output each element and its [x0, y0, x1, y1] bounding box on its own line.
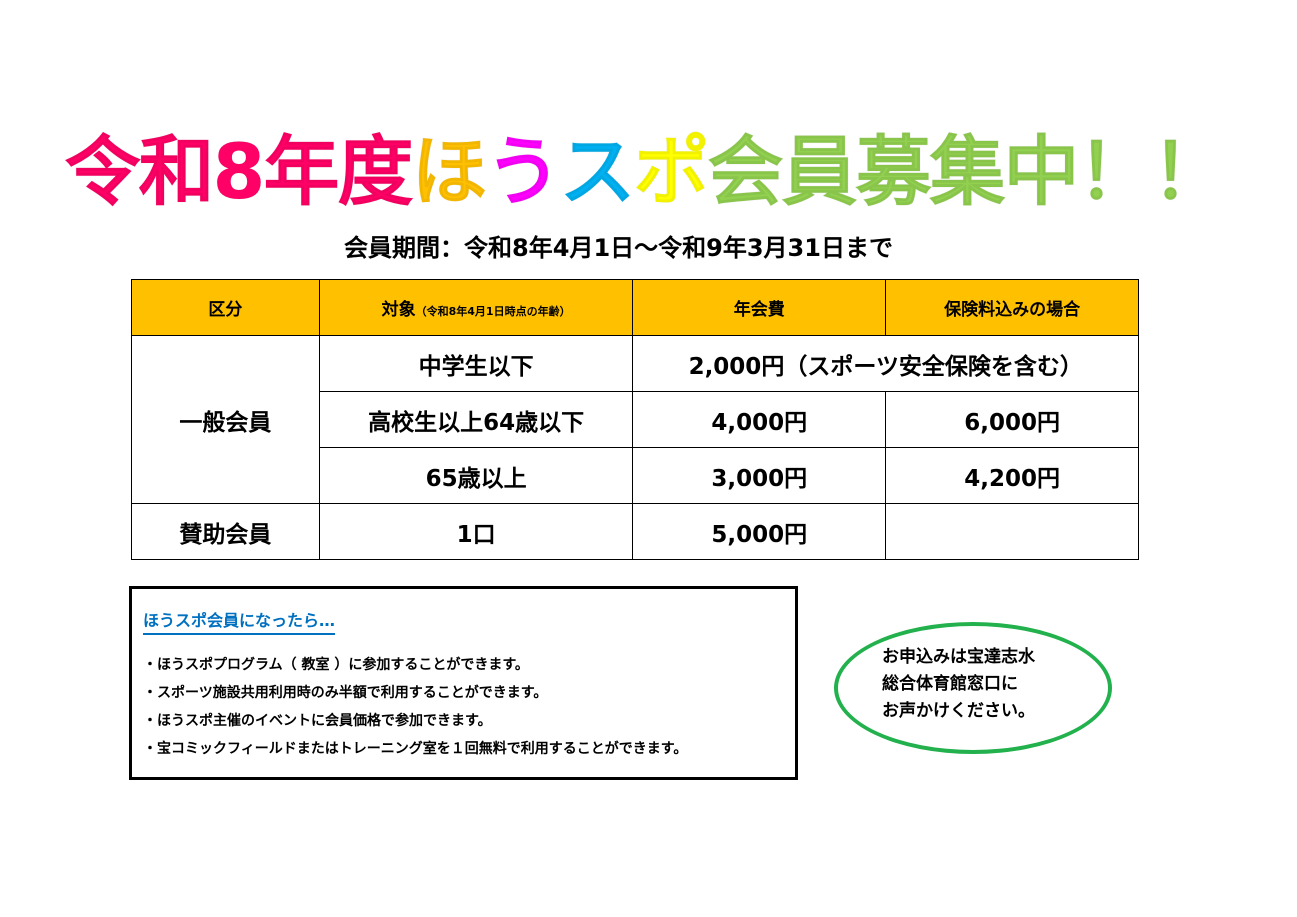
table-row: 賛助会員 1口 5,000円 [131, 503, 1139, 560]
fee-cell: 5,000円 [632, 503, 887, 560]
membership-period: 会員期間：令和8年4月1日～令和9年3月31日まで [344, 234, 893, 262]
application-line: お申込みは宝達志水 [882, 647, 1035, 667]
insured-cell: 6,000円 [885, 391, 1139, 448]
insured-cell [885, 503, 1139, 560]
title-part: う [485, 127, 562, 217]
page-title: 令和8年度ほうスポ会員募集中！！ [64, 118, 1228, 217]
header-category: 区分 [131, 279, 320, 336]
title-part: 令和8年度 [64, 127, 414, 217]
header-target-note: （令和8年4月1日時点の年齢） [415, 305, 571, 318]
benefits-box: ほうスポ会員になったら… ・ほうスポプログラム（ 教室 ）に参加することができま… [129, 586, 798, 780]
table-row: 一般会員 中学生以下 2,000円（スポーツ安全保険を含む） [131, 335, 1139, 504]
application-line: 総合体育館窓口に [882, 674, 1018, 694]
target-cell: 高校生以上64歳以下 [318, 391, 634, 448]
benefits-heading: ほうスポ会員になったら… [143, 607, 336, 635]
table-row: 高校生以上64歳以下 4,000円 6,000円 [132, 391, 1139, 448]
fee-cell: 4,000円 [632, 391, 887, 448]
header-target-label: 対象 [381, 300, 416, 320]
title-part: ポ [633, 127, 710, 217]
target-cell: 65歳以上 [318, 447, 634, 504]
header-fee: 年会費 [632, 279, 887, 336]
benefits-list: ・ほうスポプログラム（ 教室 ）に参加することができます。 ・スポーツ施設共用利… [143, 651, 687, 763]
list-item: ・スポーツ施設共用利用時のみ半額で利用することができます。 [143, 685, 548, 701]
fee-cell: 2,000円（スポーツ安全保険を含む） [632, 335, 1139, 392]
target-cell: 1口 [318, 503, 634, 560]
fee-table: 区分 対象（令和8年4月1日時点の年齢） 年会費 保険料込みの場合 一般会員 中… [131, 279, 1139, 560]
target-cell: 中学生以下 [318, 335, 634, 392]
title-part: ス [559, 127, 636, 217]
list-item: ・宝コミックフィールドまたはトレーニング室を１回無料で利用することができます。 [143, 741, 688, 757]
header-target: 対象（令和8年4月1日時点の年齢） [318, 279, 634, 336]
category-support: 賛助会員 [131, 503, 320, 560]
list-item: ・ほうスポプログラム（ 教室 ）に参加することができます。 [143, 657, 529, 673]
title-part: ほ [411, 127, 488, 217]
application-note: お申込みは宝達志水 総合体育館窓口に お声かけください。 [834, 622, 1112, 754]
list-item: ・ほうスポ主催のイベントに会員価格で参加できます。 [143, 713, 492, 729]
table-header: 区分 対象（令和8年4月1日時点の年齢） 年会費 保険料込みの場合 [131, 279, 1139, 336]
fee-cell: 3,000円 [632, 447, 887, 504]
category-general: 一般会員 [131, 335, 320, 504]
insured-cell: 4,200円 [885, 447, 1139, 504]
title-part: 会員募集中！！ [707, 127, 1228, 217]
application-text: お申込みは宝達志水 総合体育館窓口に お声かけください。 [882, 644, 1035, 725]
application-line: お声かけください。 [882, 701, 1035, 721]
header-insured: 保険料込みの場合 [885, 279, 1139, 336]
